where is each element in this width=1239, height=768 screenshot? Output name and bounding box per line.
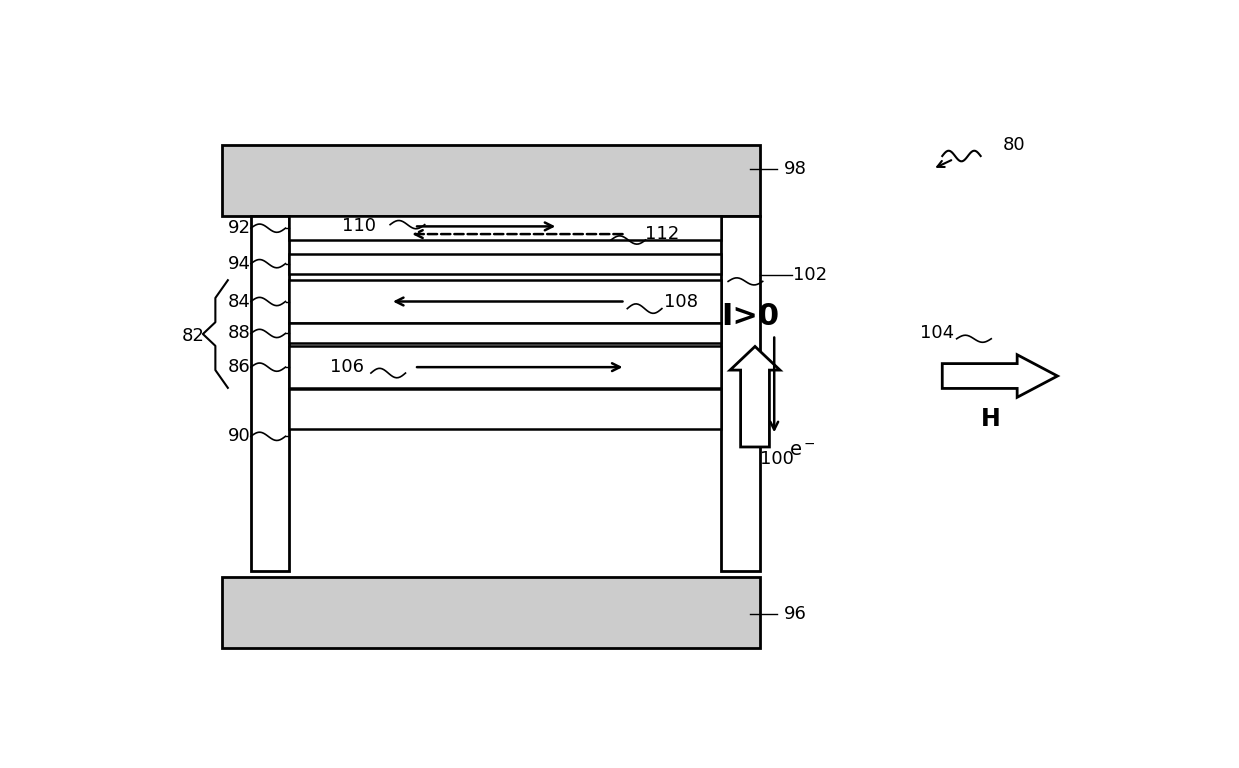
Text: 104: 104 xyxy=(921,324,954,342)
Text: 112: 112 xyxy=(644,225,679,243)
Text: 80: 80 xyxy=(1002,137,1026,154)
Text: H: H xyxy=(980,406,1000,431)
Text: 90: 90 xyxy=(228,427,250,445)
Text: 86: 86 xyxy=(228,358,250,376)
Text: 88: 88 xyxy=(228,324,250,343)
Bar xyxy=(721,217,760,571)
Bar xyxy=(290,253,721,274)
Bar xyxy=(250,217,290,571)
Bar xyxy=(290,280,721,323)
Text: 82: 82 xyxy=(182,327,204,345)
Text: 100: 100 xyxy=(761,450,794,468)
Bar xyxy=(290,217,721,240)
Text: 108: 108 xyxy=(664,293,698,310)
Text: 92: 92 xyxy=(228,219,250,237)
Bar xyxy=(290,323,721,343)
Text: 110: 110 xyxy=(342,217,377,236)
Bar xyxy=(222,145,760,217)
Text: 102: 102 xyxy=(793,266,828,284)
Bar xyxy=(290,346,721,388)
Text: 98: 98 xyxy=(784,160,807,178)
Bar xyxy=(290,389,721,429)
FancyArrow shape xyxy=(730,346,781,447)
Bar xyxy=(222,577,760,648)
Text: 96: 96 xyxy=(784,604,807,623)
Text: I>0: I>0 xyxy=(721,303,779,331)
Text: e$^-$: e$^-$ xyxy=(789,440,815,459)
Text: 84: 84 xyxy=(228,293,250,310)
Text: 94: 94 xyxy=(228,255,250,273)
Text: 106: 106 xyxy=(330,358,364,376)
FancyArrow shape xyxy=(943,355,1057,397)
